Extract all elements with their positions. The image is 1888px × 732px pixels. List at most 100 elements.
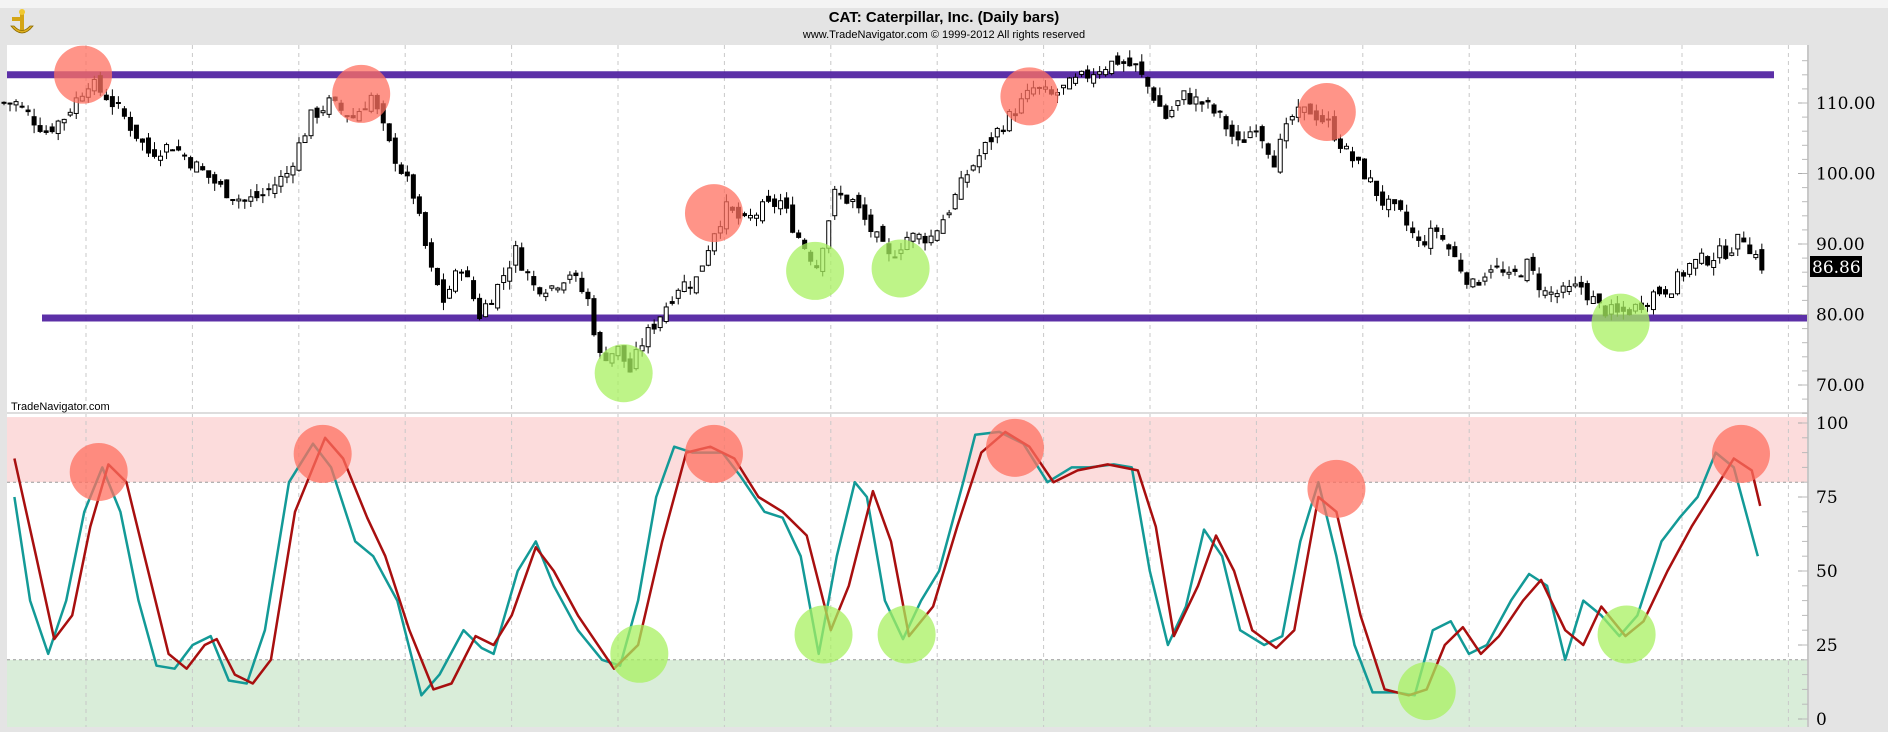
candle-down xyxy=(49,126,55,133)
candle-up xyxy=(1097,71,1103,75)
candle-up xyxy=(1644,304,1650,307)
candle-down xyxy=(1416,236,1422,241)
candle-down xyxy=(7,102,13,105)
price-axis-label: 100.00 xyxy=(1816,165,1875,185)
candle-up xyxy=(459,271,465,274)
buy-signal-marker xyxy=(1397,662,1456,721)
candle-up xyxy=(1729,252,1735,256)
candle-down xyxy=(1500,269,1506,273)
candle-up xyxy=(1542,290,1548,296)
candle-down xyxy=(1271,155,1277,168)
buy-signal-marker xyxy=(871,239,930,298)
candle-down xyxy=(988,137,994,143)
candle-up xyxy=(1693,258,1699,269)
sell-signal-marker xyxy=(1711,424,1770,483)
candle-up xyxy=(284,172,290,178)
candle-up xyxy=(326,97,332,115)
candle-down xyxy=(766,195,772,202)
candle-down xyxy=(212,174,218,184)
candle-down xyxy=(1741,237,1747,243)
watermark-text: TradeNavigator.com xyxy=(11,401,110,413)
candle-down xyxy=(1452,246,1458,258)
candle-up xyxy=(639,345,645,352)
candle-down xyxy=(410,174,416,199)
candle-down xyxy=(741,213,747,217)
candle-down xyxy=(188,157,194,169)
candle-down xyxy=(115,101,121,104)
candle-up xyxy=(699,265,705,272)
candle-down xyxy=(796,232,802,238)
candle-down xyxy=(109,96,115,108)
candle-up xyxy=(916,233,922,240)
candle-down xyxy=(471,280,477,300)
candle-down xyxy=(1578,281,1584,288)
candle-down xyxy=(1422,241,1428,246)
sell-signal-marker xyxy=(1307,459,1366,518)
candle-down xyxy=(200,166,206,171)
candle-down xyxy=(1356,156,1361,161)
price-axis-label: 70.00 xyxy=(1816,376,1865,396)
candle-up xyxy=(320,110,326,114)
candle-down xyxy=(525,271,531,274)
buy-signal-marker xyxy=(1591,293,1650,352)
candle-down xyxy=(1518,275,1524,278)
candle-down xyxy=(1235,131,1241,141)
candle-down xyxy=(1265,143,1271,155)
candle-up xyxy=(874,231,880,238)
candle-down xyxy=(43,130,49,133)
candle-down xyxy=(1187,93,1193,105)
candle-down xyxy=(880,225,886,242)
candle-down xyxy=(922,235,928,244)
candle-up xyxy=(1524,258,1530,282)
candle-up xyxy=(513,245,519,266)
candle-down xyxy=(218,180,224,185)
candle-down xyxy=(1464,272,1470,285)
stoch-axis-label: 100 xyxy=(1816,414,1848,434)
candle-down xyxy=(591,298,597,336)
candle-down xyxy=(531,276,537,286)
candle-down xyxy=(1596,293,1602,304)
candle-up xyxy=(958,177,964,200)
candle-down xyxy=(152,149,157,157)
candle-down xyxy=(838,192,844,196)
candle-up xyxy=(13,101,19,106)
candle-down xyxy=(1259,126,1265,142)
stoch-axis-label: 75 xyxy=(1816,488,1838,508)
candle-up xyxy=(549,285,555,289)
candle-up xyxy=(1548,291,1554,295)
candle-down xyxy=(422,212,428,246)
candle-down xyxy=(434,267,440,286)
candle-down xyxy=(669,301,675,304)
candle-up xyxy=(1091,74,1097,84)
price-axis-label: 90.00 xyxy=(1816,235,1865,255)
candle-down xyxy=(1199,101,1205,105)
stoch-k-line xyxy=(13,430,1760,697)
candle-up xyxy=(489,302,495,305)
candle-up xyxy=(501,275,507,284)
candle-down xyxy=(1000,129,1006,133)
candle-down xyxy=(392,137,398,164)
candle-down xyxy=(1476,281,1482,286)
candle-up xyxy=(1193,96,1199,105)
candle-down xyxy=(844,194,850,204)
oversold-zone xyxy=(7,659,1808,727)
stoch-axis-label: 50 xyxy=(1816,562,1838,582)
sell-signal-marker xyxy=(1297,82,1356,141)
candle-down xyxy=(37,125,43,132)
candle-down xyxy=(1657,286,1662,295)
candle-down xyxy=(254,191,260,199)
candle-down xyxy=(398,164,404,174)
candle-up xyxy=(61,118,67,124)
candle-up xyxy=(1169,109,1175,118)
candle-down xyxy=(1458,259,1464,272)
candle-down xyxy=(1410,227,1416,234)
candle-up xyxy=(290,165,296,176)
candle-down xyxy=(790,204,796,233)
candle-up xyxy=(970,165,976,171)
candle-up xyxy=(19,105,25,108)
candle-up xyxy=(940,219,946,234)
candle-down xyxy=(573,272,579,277)
candle-down xyxy=(440,279,446,303)
tradenavigator-logo-icon xyxy=(10,9,34,34)
